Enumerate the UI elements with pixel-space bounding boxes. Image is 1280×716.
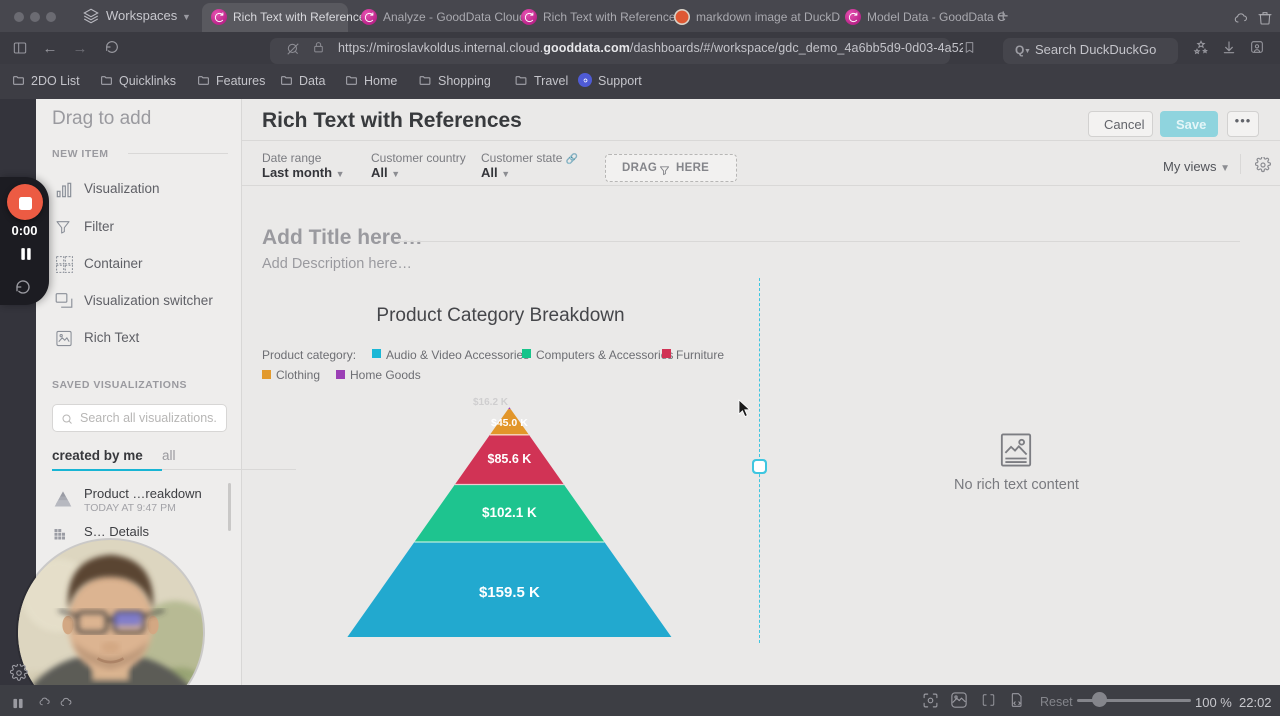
svg-text:$102.1 K: $102.1 K bbox=[482, 505, 537, 520]
svg-text:$45.0 K: $45.0 K bbox=[491, 417, 528, 429]
svg-text:$85.6 K: $85.6 K bbox=[488, 452, 532, 466]
svg-text:$159.5 K: $159.5 K bbox=[479, 584, 540, 601]
